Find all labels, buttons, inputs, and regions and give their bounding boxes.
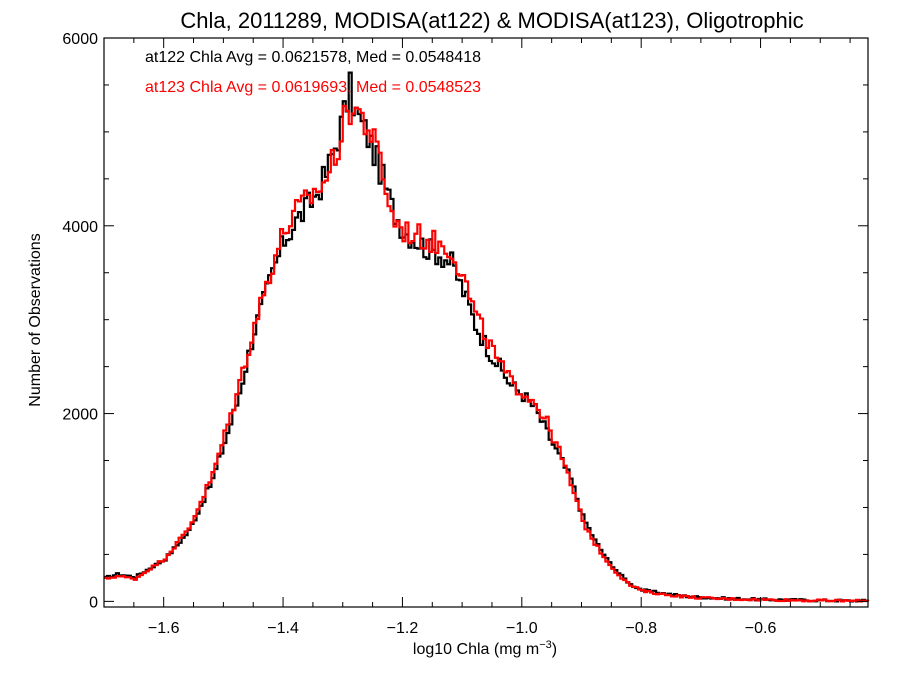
x-axis: −1.6 −1.4 −1.2 −1.0 −0.8 −0.6 (133, 38, 851, 637)
chart-title: Chla, 2011289, MODISA(at122) & MODISA(at… (180, 8, 803, 33)
series-line-0 (104, 71, 870, 603)
y-tick-label: 4000 (62, 219, 98, 236)
x-tick-label: −1.4 (267, 620, 299, 637)
x-tick-label: −1.6 (148, 620, 180, 637)
x-axis-label-superscript: −3 (539, 639, 552, 651)
x-axis-label-end: ) (552, 641, 557, 658)
y-tick-label: 2000 (62, 407, 98, 424)
series-line-1 (104, 104, 870, 603)
x-tick-label: −0.6 (745, 620, 777, 637)
y-axis: 0 2000 4000 6000 (62, 31, 868, 611)
series-annotation-at123: at123 Chla Avg = 0.0619693, Med = 0.0548… (145, 79, 481, 96)
y-tick-label: 6000 (62, 31, 98, 48)
y-tick-label: 0 (89, 594, 98, 611)
y-axis-label: Number of Observations (27, 233, 44, 406)
series-layer (104, 71, 870, 603)
plot-frame (103, 37, 869, 608)
series-annotation-at122: at122 Chla Avg = 0.0621578, Med = 0.0548… (145, 49, 481, 66)
x-axis-label-main: log10 Chla (mg m (413, 641, 539, 658)
x-tick-label: −1.2 (387, 620, 419, 637)
x-tick-label: −0.8 (625, 620, 657, 637)
x-axis-label: log10 Chla (mg m−3) (413, 639, 557, 658)
x-tick-label: −1.0 (506, 620, 538, 637)
